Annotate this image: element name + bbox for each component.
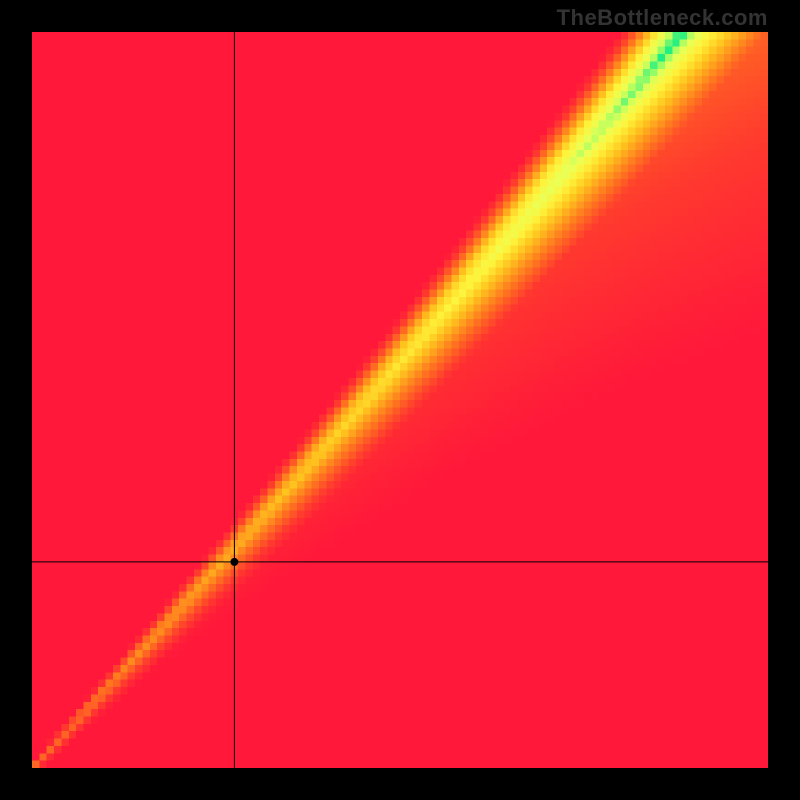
bottleneck-heatmap xyxy=(32,32,768,768)
watermark-text: TheBottleneck.com xyxy=(557,5,768,31)
chart-container: TheBottleneck.com xyxy=(0,0,800,800)
plot-area xyxy=(32,32,768,768)
